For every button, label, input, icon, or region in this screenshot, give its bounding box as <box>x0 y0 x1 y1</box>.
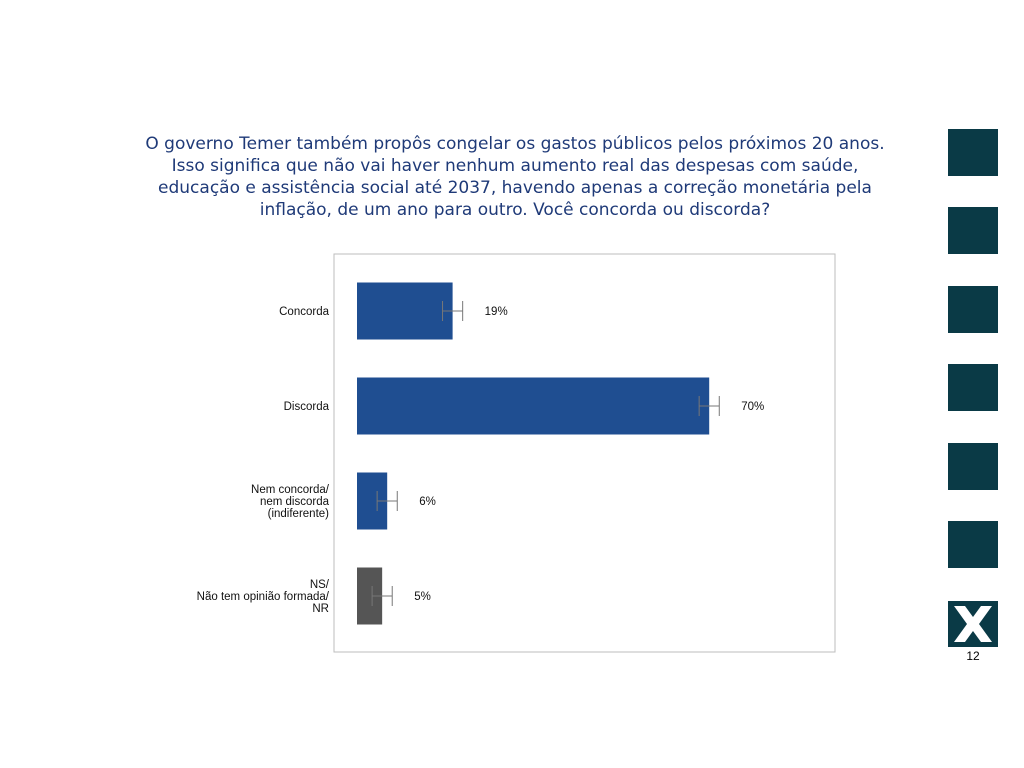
category-label-2-line-0: Nem concorda/ <box>251 484 330 496</box>
sidebar-block-1 <box>948 129 998 176</box>
x-logo-icon <box>948 601 998 647</box>
error-bar-0 <box>442 301 464 321</box>
category-label-3-line-2: NR <box>312 603 329 615</box>
category-label-2: Nem concorda/nem discorda (indiferente) <box>251 484 330 520</box>
bar-1 <box>357 377 710 435</box>
question-line-3: educação e assistência social até 2037, … <box>158 178 872 198</box>
question-line-2: Isso significa que não vai haver nenhum … <box>171 156 859 176</box>
chart-question-title: O governo Temer também propôs congelar o… <box>120 133 910 221</box>
category-label-1-line-0: Discorda <box>284 401 330 413</box>
category-label-3-line-1: Não tem opinião formada/ <box>197 591 330 603</box>
category-label-2-line-1: nem discorda <box>260 496 330 508</box>
category-label-2-line-2: (indiferente) <box>268 508 330 520</box>
category-label-3: NS/Não tem opinião formada/NR <box>197 579 330 615</box>
question-line-1: O governo Temer também propôs congelar o… <box>145 134 885 154</box>
x-logo-glyph <box>954 606 992 642</box>
value-label-0: 19% <box>485 306 508 318</box>
sidebar-block-4 <box>948 364 998 411</box>
error-bar-3 <box>371 586 393 606</box>
error-bar-2 <box>376 491 398 511</box>
question-line-4: inflação, de um ano para outro. Você con… <box>259 200 771 220</box>
error-bar-1 <box>698 396 720 416</box>
sidebar-block-3 <box>948 286 998 333</box>
page-number: 12 <box>966 649 980 663</box>
sidebar-block-6 <box>948 521 998 568</box>
category-label-3-line-0: NS/ <box>310 579 330 591</box>
sidebar-block-5 <box>948 443 998 490</box>
sidebar-block-2 <box>948 207 998 254</box>
category-label-1: Discorda <box>284 401 330 413</box>
value-label-2: 6% <box>419 496 436 508</box>
bar-0 <box>357 282 453 340</box>
value-label-1: 70% <box>741 401 764 413</box>
category-label-0: Concorda <box>279 306 329 318</box>
category-label-0-line-0: Concorda <box>279 306 329 318</box>
value-label-3: 5% <box>414 591 431 603</box>
